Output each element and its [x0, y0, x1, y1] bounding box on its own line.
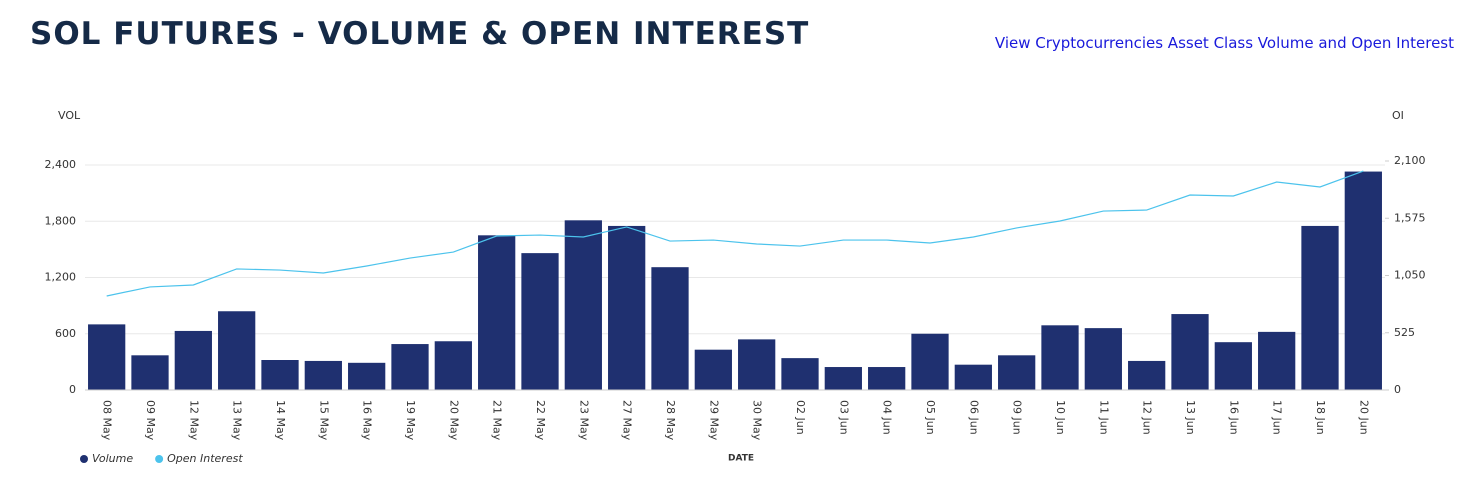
- asset-class-link[interactable]: View Cryptocurrencies Asset Class Volume…: [994, 34, 1454, 52]
- x-tick-label: 04 Jun: [881, 400, 894, 435]
- bar: [998, 355, 1036, 390]
- x-tick-label: 10 Jun: [1054, 400, 1067, 435]
- x-tick-label: 12 May: [187, 400, 200, 441]
- bar: [1258, 331, 1296, 390]
- x-tick-label: 13 May: [231, 400, 244, 441]
- bar: [434, 341, 472, 390]
- page-title: SOL FUTURES - VOLUME & OPEN INTEREST: [30, 16, 810, 52]
- legend-label: Volume: [92, 452, 133, 465]
- x-tick-label: 29 May: [707, 400, 720, 441]
- x-tick-label: 30 May: [751, 400, 764, 441]
- y-tick-label: 2,400: [45, 158, 77, 171]
- bar: [1301, 225, 1339, 390]
- bar: [348, 362, 386, 390]
- y2-axis-label: OI: [1392, 109, 1404, 122]
- x-tick-label: 22 May: [534, 400, 547, 441]
- bar: [304, 360, 342, 390]
- x-axis-label: DATE: [728, 454, 754, 464]
- bar: [911, 333, 949, 390]
- x-tick-label: 06 Jun: [967, 400, 980, 435]
- bar: [738, 339, 776, 390]
- x-tick-label: 20 Jun: [1357, 400, 1370, 435]
- x-tick-label: 15 May: [317, 400, 330, 441]
- bar: [521, 253, 559, 390]
- bar: [1214, 342, 1252, 390]
- x-tick-label: 28 May: [664, 400, 677, 441]
- bar: [868, 367, 906, 390]
- x-tick-label: 03 Jun: [837, 400, 850, 435]
- x-tick-label: 09 Jun: [1011, 400, 1024, 435]
- bar: [1344, 171, 1382, 390]
- y2-tick-label: 1,050: [1394, 269, 1426, 282]
- bar: [694, 349, 732, 390]
- bar: [1041, 325, 1079, 390]
- x-tick-label: 16 May: [361, 400, 374, 441]
- x-tick-label: 05 Jun: [924, 400, 937, 435]
- x-tick-label: 08 May: [101, 400, 114, 441]
- y2-tick-label: 1,575: [1394, 211, 1426, 224]
- bar: [391, 344, 429, 390]
- y-tick-label: 1,800: [45, 214, 77, 227]
- y2-tick-label: 525: [1394, 326, 1415, 339]
- x-tick-label: 17 Jun: [1271, 400, 1284, 435]
- x-tick-label: 11 Jun: [1097, 400, 1110, 435]
- y2-tick-label: 2,100: [1394, 154, 1426, 167]
- y-axis-label: VOL: [58, 109, 81, 122]
- x-tick-label: 23 May: [577, 400, 590, 441]
- bar: [1171, 314, 1209, 390]
- y2-tick-label: 0: [1394, 383, 1401, 396]
- x-tick-label: 13 Jun: [1184, 400, 1197, 435]
- x-tick-label: 09 May: [144, 400, 157, 441]
- x-tick-label: 14 May: [274, 400, 287, 441]
- bar: [651, 267, 689, 390]
- bar: [608, 225, 646, 390]
- y-tick-label: 1,200: [45, 271, 77, 284]
- bar: [218, 311, 256, 390]
- bar: [478, 235, 516, 390]
- bar: [954, 364, 992, 390]
- line: [106, 170, 1364, 297]
- bar: [781, 358, 819, 390]
- x-tick-label: 02 Jun: [794, 400, 807, 435]
- bar: [131, 355, 169, 390]
- y-tick-label: 0: [69, 383, 76, 396]
- bar: [261, 360, 299, 390]
- x-tick-label: 16 Jun: [1227, 400, 1240, 435]
- x-tick-label: 19 May: [404, 400, 417, 441]
- x-tick-label: 18 Jun: [1314, 400, 1327, 435]
- x-tick-label: 20 May: [447, 400, 460, 441]
- x-tick-label: 12 Jun: [1141, 400, 1154, 435]
- legend-swatch: [80, 455, 88, 463]
- bar: [1128, 360, 1166, 390]
- bar: [564, 220, 602, 390]
- legend-swatch: [155, 455, 164, 463]
- bar: [88, 324, 126, 390]
- y-tick-label: 600: [55, 327, 76, 340]
- bar: [824, 367, 862, 390]
- x-tick-label: 27 May: [621, 400, 634, 441]
- bar: [1084, 328, 1122, 390]
- legend-label: Open Interest: [167, 452, 243, 465]
- bar: [174, 330, 212, 390]
- x-tick-label: 21 May: [491, 400, 504, 441]
